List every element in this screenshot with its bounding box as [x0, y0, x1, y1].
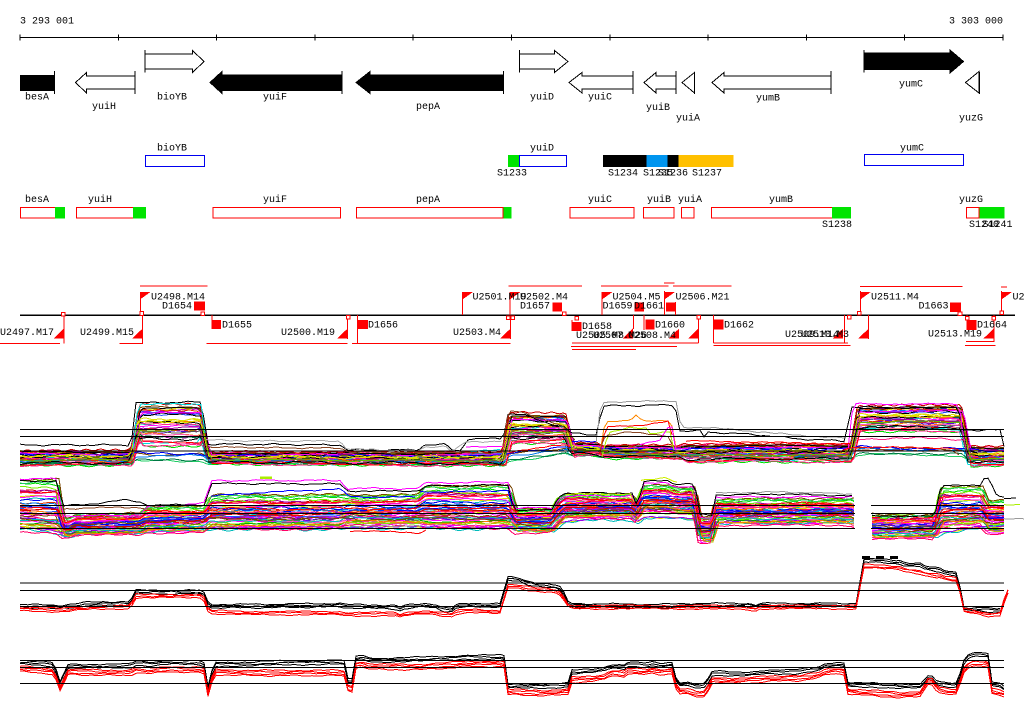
svg-text:S1234: S1234 — [608, 169, 638, 180]
svg-text:S1238: S1238 — [822, 220, 852, 231]
svg-text:yuiF: yuiF — [263, 92, 287, 104]
svg-text:D1659: D1659 — [603, 302, 633, 313]
svg-text:yuiH: yuiH — [92, 101, 116, 113]
svg-text:U2510.M3: U2510.M3 — [801, 330, 849, 341]
svg-text:U2500.M19: U2500.M19 — [281, 328, 335, 339]
svg-text:U2507.M26: U2507.M26 — [593, 331, 647, 342]
svg-text:yumB: yumB — [756, 94, 780, 105]
svg-text:yuiF: yuiF — [263, 194, 287, 206]
svg-text:U2506.M21: U2506.M21 — [676, 293, 730, 304]
svg-text:U2499.M15: U2499.M15 — [80, 328, 134, 339]
svg-text:D1656: D1656 — [368, 321, 398, 332]
svg-text:U2511.M4: U2511.M4 — [871, 293, 919, 304]
svg-text:S1240: S1240 — [969, 220, 999, 231]
svg-text:U2515.M2: U2515.M2 — [1013, 293, 1024, 304]
svg-text:yuiA: yuiA — [676, 113, 700, 125]
svg-text:S1236: S1236 — [658, 169, 688, 180]
svg-text:bioYB: bioYB — [157, 143, 187, 155]
svg-text:U2509.M14: U2509.M14 — [785, 330, 839, 341]
svg-text:yuiB: yuiB — [647, 194, 671, 206]
svg-text:yuiC: yuiC — [588, 92, 612, 104]
svg-text:D1661: D1661 — [634, 302, 664, 313]
svg-text:pepA: pepA — [416, 102, 440, 113]
svg-text:D1654: D1654 — [162, 302, 192, 313]
svg-text:D1664: D1664 — [977, 321, 1007, 332]
svg-text:D1658: D1658 — [582, 322, 612, 333]
svg-text:U2505.M8: U2505.M8 — [576, 331, 624, 342]
svg-text:yuiA: yuiA — [678, 194, 702, 206]
svg-text:yuiH: yuiH — [88, 194, 112, 206]
svg-text:yuiB: yuiB — [646, 102, 670, 114]
svg-text:D1657: D1657 — [520, 302, 550, 313]
svg-text:yuzG: yuzG — [959, 114, 983, 125]
svg-text:pepA: pepA — [416, 195, 440, 206]
svg-text:besA: besA — [25, 194, 49, 206]
svg-text:yumC: yumC — [900, 144, 924, 155]
svg-text:bioYB: bioYB — [157, 92, 187, 104]
svg-text:U2498.M14: U2498.M14 — [151, 293, 205, 304]
svg-text:yuzG: yuzG — [959, 195, 983, 206]
svg-text:D1655: D1655 — [222, 321, 252, 332]
svg-text:S1233: S1233 — [497, 169, 527, 180]
svg-text:yuiD: yuiD — [530, 92, 554, 104]
svg-text:yuiD: yuiD — [530, 143, 554, 155]
svg-text:D1662: D1662 — [724, 321, 754, 332]
svg-text:S1237: S1237 — [692, 169, 722, 180]
svg-text:S1241: S1241 — [983, 220, 1013, 231]
svg-text:yumC: yumC — [899, 80, 923, 91]
svg-text:U2497.M17: U2497.M17 — [0, 328, 54, 339]
svg-text:U2504.M5: U2504.M5 — [613, 293, 661, 304]
svg-text:yumB: yumB — [769, 195, 793, 206]
svg-text:yuiC: yuiC — [588, 194, 612, 206]
svg-text:U2508.M4: U2508.M4 — [628, 331, 676, 342]
svg-text:D1660: D1660 — [655, 321, 685, 332]
svg-text:3 293 001: 3 293 001 — [20, 17, 74, 28]
svg-text:3 303 000: 3 303 000 — [949, 17, 1003, 28]
svg-text:besA: besA — [25, 92, 49, 104]
svg-text:U2513.M19: U2513.M19 — [928, 330, 982, 341]
svg-text:U2502.M4: U2502.M4 — [520, 293, 568, 304]
svg-text:U2501.M19: U2501.M19 — [473, 293, 527, 304]
svg-text:U2503.M4: U2503.M4 — [453, 328, 501, 339]
svg-text:S1235: S1235 — [643, 169, 673, 180]
svg-text:D1663: D1663 — [919, 302, 949, 313]
